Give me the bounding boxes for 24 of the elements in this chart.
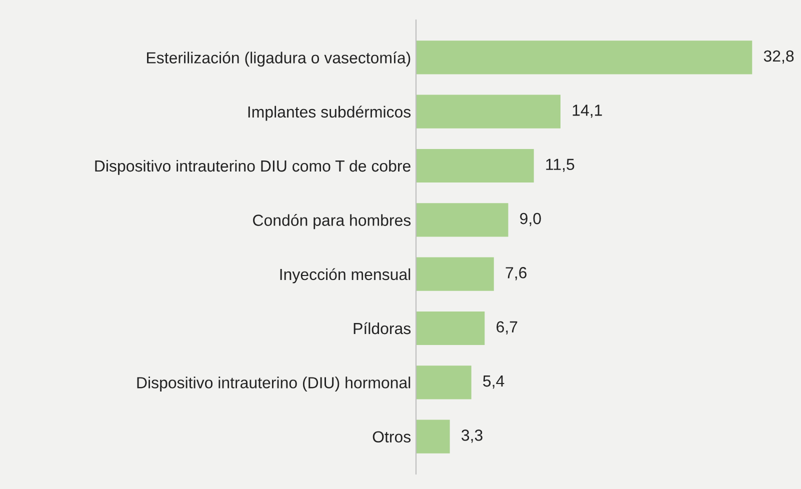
bar (416, 366, 472, 400)
y-tick-label: Otros (372, 431, 411, 443)
bar (416, 311, 485, 346)
data-label: 11,5 (546, 158, 574, 172)
data-label: 9,0 (520, 212, 541, 226)
bar (416, 94, 560, 128)
data-label: 6,7 (496, 321, 518, 334)
y-tick-label: Condón para hombres (253, 214, 411, 230)
data-label: 7,6 (506, 267, 526, 280)
y-tick-label: Inyección mensual (280, 268, 410, 284)
bar (416, 40, 752, 74)
y-tick-label: Dispositivo intrauterino (DIU) hormonal (137, 376, 410, 392)
bar (416, 203, 508, 237)
y-tick-label: Implantes subdérmicos (248, 106, 411, 121)
data-label: 3,3 (462, 430, 482, 443)
data-label: 14,1 (572, 104, 602, 118)
bar (416, 148, 534, 183)
y-tick-label: Dispositivo intrauterino DIU como T de cobre (95, 160, 410, 175)
bar (416, 420, 450, 454)
data-label: 32,8 (764, 50, 794, 64)
bar (416, 257, 494, 291)
y-tick-label: Píldoras (354, 322, 411, 334)
data-label: 5,4 (483, 376, 504, 389)
y-tick-label: Esterilización (ligadura o vasectomía) (147, 52, 410, 67)
